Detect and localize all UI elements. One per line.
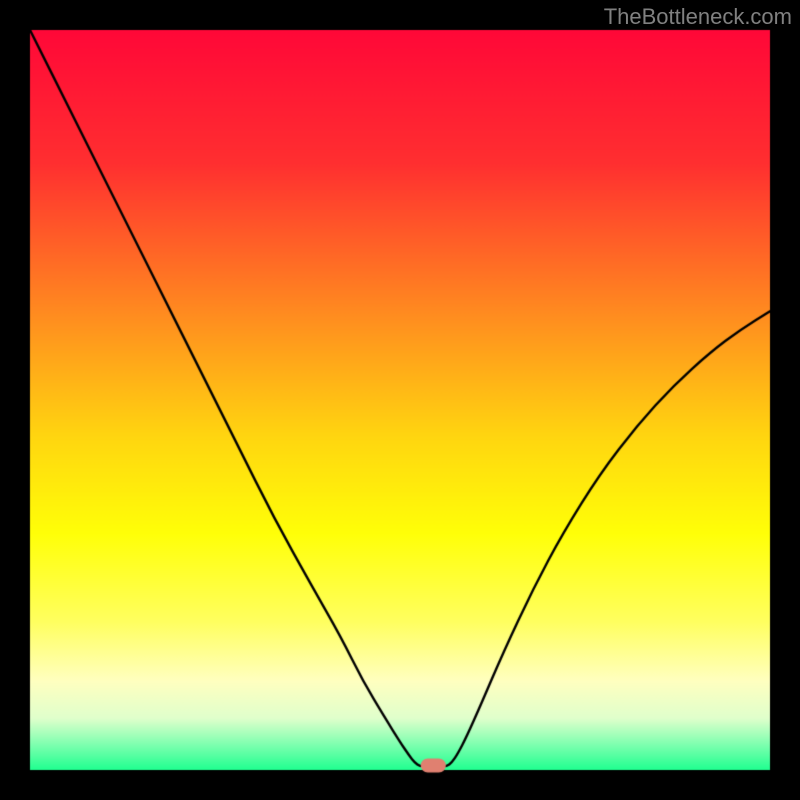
bottleneck-curve-chart <box>0 0 800 800</box>
watermark-text: TheBottleneck.com <box>604 4 792 30</box>
